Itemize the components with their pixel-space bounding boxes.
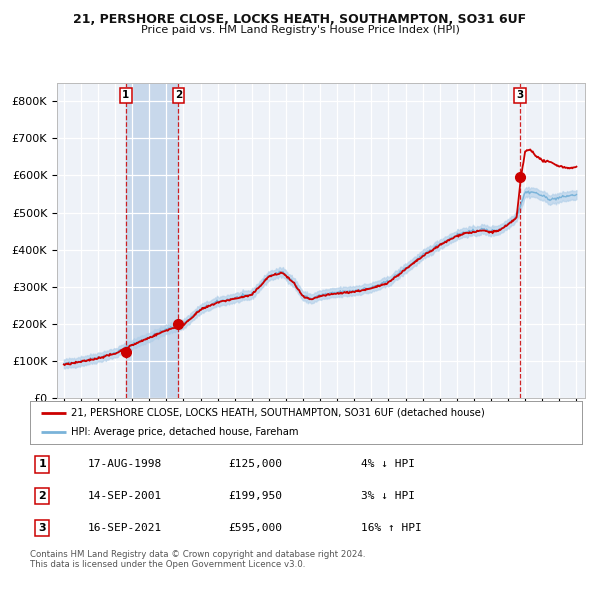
Text: 1: 1 <box>122 90 130 100</box>
Text: 21, PERSHORE CLOSE, LOCKS HEATH, SOUTHAMPTON, SO31 6UF (detached house): 21, PERSHORE CLOSE, LOCKS HEATH, SOUTHAM… <box>71 408 485 418</box>
Text: 16% ↑ HPI: 16% ↑ HPI <box>361 523 422 533</box>
Text: 2: 2 <box>175 90 182 100</box>
Text: 21, PERSHORE CLOSE, LOCKS HEATH, SOUTHAMPTON, SO31 6UF: 21, PERSHORE CLOSE, LOCKS HEATH, SOUTHAM… <box>73 13 527 26</box>
Text: Price paid vs. HM Land Registry's House Price Index (HPI): Price paid vs. HM Land Registry's House … <box>140 25 460 35</box>
Text: 17-AUG-1998: 17-AUG-1998 <box>88 460 162 470</box>
Text: 1: 1 <box>38 460 46 470</box>
Text: 16-SEP-2021: 16-SEP-2021 <box>88 523 162 533</box>
Text: Contains HM Land Registry data © Crown copyright and database right 2024.
This d: Contains HM Land Registry data © Crown c… <box>30 550 365 569</box>
Bar <box>126 83 178 398</box>
Text: £125,000: £125,000 <box>229 460 283 470</box>
Text: 14-SEP-2001: 14-SEP-2001 <box>88 491 162 501</box>
Text: 4% ↓ HPI: 4% ↓ HPI <box>361 460 415 470</box>
Text: HPI: Average price, detached house, Fareham: HPI: Average price, detached house, Fare… <box>71 427 299 437</box>
Text: £199,950: £199,950 <box>229 491 283 501</box>
Text: £595,000: £595,000 <box>229 523 283 533</box>
Text: 2: 2 <box>38 491 46 501</box>
Text: 3: 3 <box>517 90 524 100</box>
Text: 3: 3 <box>38 523 46 533</box>
Text: 3% ↓ HPI: 3% ↓ HPI <box>361 491 415 501</box>
